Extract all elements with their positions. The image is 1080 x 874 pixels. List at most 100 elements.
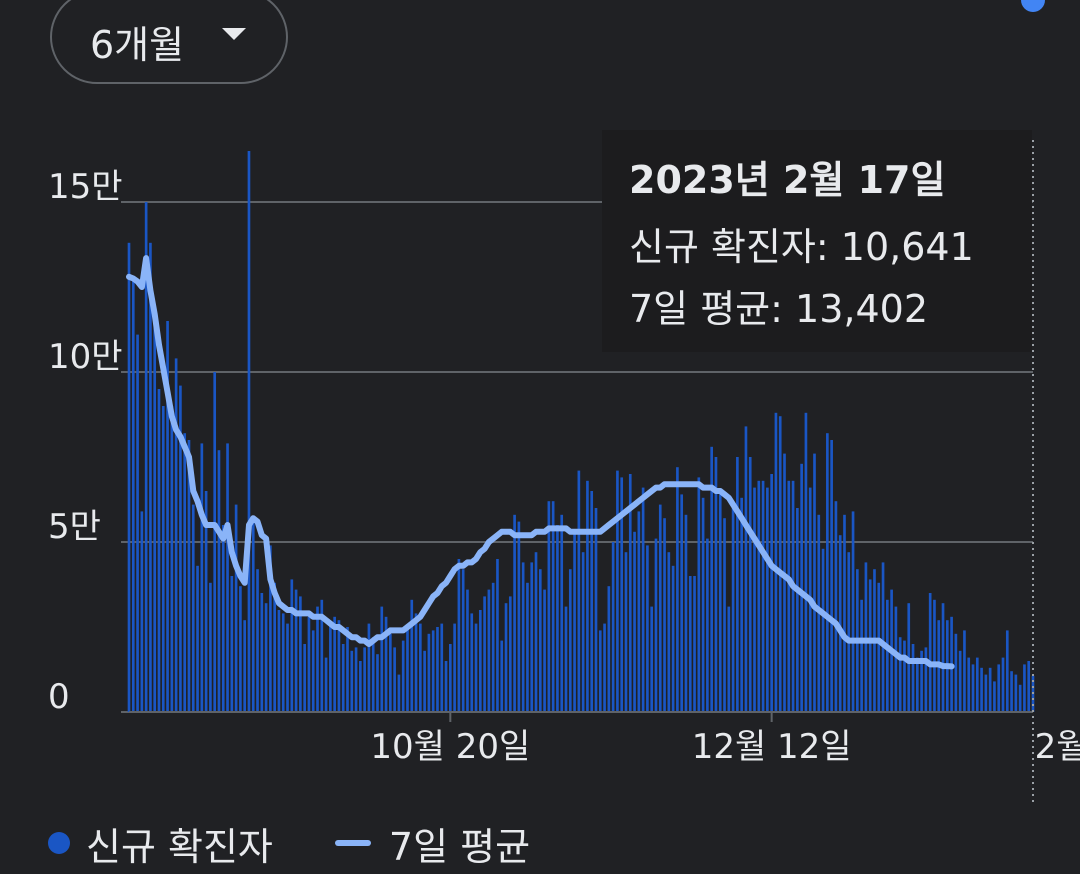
period-select[interactable]: 6개월 bbox=[50, 0, 288, 84]
bar bbox=[993, 681, 996, 712]
bar bbox=[179, 385, 182, 712]
bar bbox=[766, 487, 769, 712]
bar bbox=[526, 582, 529, 712]
bar bbox=[157, 389, 161, 712]
y-tick-label: 5만 bbox=[48, 507, 101, 547]
legend-avg-marker bbox=[334, 840, 371, 846]
bar bbox=[496, 559, 499, 712]
bar bbox=[187, 440, 191, 712]
bar bbox=[821, 548, 825, 712]
bar bbox=[273, 582, 276, 712]
bar bbox=[963, 630, 966, 712]
bar bbox=[864, 562, 868, 712]
bar bbox=[697, 477, 701, 712]
bar bbox=[727, 606, 731, 712]
bar bbox=[341, 644, 345, 712]
bar bbox=[783, 453, 786, 712]
bar bbox=[954, 633, 958, 712]
bar bbox=[277, 610, 281, 712]
bar bbox=[663, 518, 666, 712]
bar bbox=[658, 504, 662, 712]
bar bbox=[543, 589, 546, 712]
tooltip-new-cases-label: 신규 확진자 bbox=[629, 225, 816, 269]
bar bbox=[860, 599, 863, 712]
bar bbox=[740, 497, 743, 712]
bar bbox=[688, 576, 692, 712]
bar bbox=[748, 457, 752, 712]
bar bbox=[1023, 664, 1026, 712]
bar bbox=[568, 569, 572, 712]
bar bbox=[753, 487, 756, 712]
bar bbox=[136, 334, 139, 712]
y-tick-label: 0 bbox=[48, 677, 70, 717]
bar bbox=[491, 582, 495, 712]
bar bbox=[436, 627, 439, 712]
bar bbox=[971, 664, 975, 712]
bar bbox=[851, 511, 855, 712]
bar bbox=[530, 562, 534, 712]
tooltip-avg-value: 13,402 bbox=[795, 287, 928, 331]
bar bbox=[693, 576, 696, 712]
bar bbox=[384, 616, 388, 712]
bar bbox=[560, 514, 564, 712]
bar bbox=[813, 453, 816, 712]
bar bbox=[440, 623, 444, 712]
bar bbox=[226, 443, 229, 712]
bar bbox=[723, 518, 726, 712]
bar bbox=[594, 508, 598, 712]
bar bbox=[350, 650, 354, 712]
x-tick-label: 10월 20일 bbox=[370, 727, 530, 767]
bar bbox=[470, 613, 474, 712]
bar bbox=[423, 650, 426, 712]
bar bbox=[1001, 657, 1005, 712]
bar bbox=[650, 606, 654, 712]
bar bbox=[958, 650, 962, 712]
y-tick-label: 15만 bbox=[48, 167, 123, 207]
bar bbox=[564, 606, 568, 712]
tooltip-new-cases: 신규 확진자: 10,641 bbox=[629, 225, 974, 269]
x-tick-label: 2월 3일 bbox=[1035, 727, 1080, 767]
bar bbox=[461, 569, 465, 712]
bar bbox=[213, 372, 217, 712]
bar bbox=[898, 637, 902, 712]
bar bbox=[924, 647, 928, 712]
bar bbox=[217, 450, 221, 712]
bar bbox=[701, 497, 705, 712]
bar bbox=[800, 463, 803, 712]
bar bbox=[414, 613, 418, 712]
bar bbox=[933, 599, 936, 712]
bar bbox=[316, 606, 319, 712]
bar bbox=[671, 565, 675, 712]
bar bbox=[281, 613, 285, 712]
bar bbox=[920, 650, 923, 712]
bar bbox=[744, 426, 748, 712]
bar bbox=[419, 623, 422, 712]
bar bbox=[380, 606, 384, 712]
bar bbox=[397, 674, 401, 712]
tooltip-new-cases-value: 10,641 bbox=[840, 225, 974, 269]
bar bbox=[667, 552, 671, 712]
bar bbox=[1027, 661, 1031, 712]
bar bbox=[1014, 674, 1018, 712]
bar bbox=[448, 644, 452, 712]
period-label: 6개월 bbox=[90, 22, 185, 67]
bar bbox=[153, 310, 157, 712]
bar bbox=[624, 552, 628, 712]
bar bbox=[170, 406, 174, 712]
bar bbox=[1010, 671, 1013, 712]
bar bbox=[264, 603, 268, 712]
bar bbox=[611, 542, 615, 712]
bar bbox=[359, 661, 362, 712]
bar bbox=[474, 623, 478, 712]
avg-line bbox=[126, 255, 955, 670]
bar bbox=[513, 514, 516, 712]
bar bbox=[928, 593, 932, 712]
bar bbox=[620, 477, 624, 712]
bar bbox=[376, 654, 379, 712]
bar bbox=[736, 457, 739, 712]
bar bbox=[556, 525, 559, 712]
bar bbox=[508, 596, 512, 712]
bar bbox=[706, 538, 709, 712]
bar bbox=[903, 640, 906, 712]
